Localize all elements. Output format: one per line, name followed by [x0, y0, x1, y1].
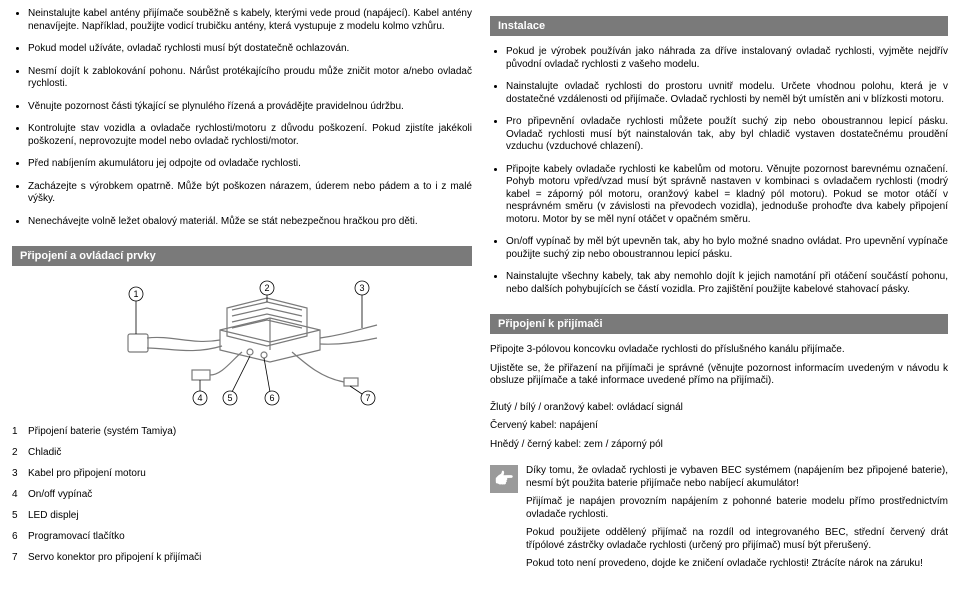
hand-point-icon	[490, 465, 518, 493]
section-header-install: Instalace	[490, 16, 948, 36]
svg-text:3: 3	[359, 283, 364, 293]
left-column: Neinstalujte kabel antény přijímače soub…	[12, 8, 472, 584]
safety-bullets: Neinstalujte kabel antény přijímače soub…	[12, 8, 472, 238]
esc-diagram: 1 2 3 4 5 6 7	[92, 280, 392, 410]
section-header-receiver: Připojení k přijímači	[490, 314, 948, 334]
legend-row: 5LED displej	[12, 510, 472, 521]
note-paragraph: Pokud toto není provedeno, dojde ke znič…	[526, 558, 948, 571]
install-bullets: Pokud je výrobek používán jako náhrada z…	[490, 46, 948, 306]
wire-legend: Žlutý / bílý / oranžový kabel: ovládací …	[490, 402, 948, 458]
bullet: Pro připevnění ovladače rychlosti můžete…	[506, 116, 948, 154]
legend-num: 2	[12, 447, 28, 458]
legend-row: 2Chladič	[12, 447, 472, 458]
legend-row: 7Servo konektor pro připojení k přijímač…	[12, 552, 472, 563]
note-paragraph: Přijímač je napájen provozním napájením …	[526, 496, 948, 521]
legend-label: Programovací tlačítko	[28, 531, 125, 542]
bullet: Pokud je výrobek používán jako náhrada z…	[506, 46, 948, 71]
legend-row: 3Kabel pro připojení motoru	[12, 468, 472, 479]
bullet: Před nabíjením akumulátoru jej odpojte o…	[28, 158, 472, 171]
bullet: Věnujte pozornost části týkající se plyn…	[28, 101, 472, 114]
bullet: On/off vypínač by měl být upevněn tak, a…	[506, 236, 948, 261]
bullet: Nainstalujte ovladač rychlosti do prosto…	[506, 81, 948, 106]
legend-label: Kabel pro připojení motoru	[28, 468, 146, 479]
legend-num: 6	[12, 531, 28, 542]
wire-row: Hnědý / černý kabel: zem / záporný pól	[490, 439, 948, 452]
svg-text:7: 7	[365, 393, 370, 403]
svg-text:5: 5	[227, 393, 232, 403]
legend-label: Servo konektor pro připojení k přijímači	[28, 552, 201, 563]
note-block: Díky tomu, že ovladač rychlosti je vybav…	[490, 465, 948, 577]
legend-num: 4	[12, 489, 28, 500]
legend-label: Chladič	[28, 447, 61, 458]
note-text: Díky tomu, že ovladač rychlosti je vybav…	[526, 465, 948, 577]
legend-row: 1Připojení baterie (systém Tamiya)	[12, 426, 472, 437]
right-column: Instalace Pokud je výrobek používán jako…	[490, 8, 948, 584]
diagram-legend: 1Připojení baterie (systém Tamiya) 2Chla…	[12, 426, 472, 573]
bullet: Nainstalujte všechny kabely, tak aby nem…	[506, 271, 948, 296]
receiver-text: Připojte 3-pólovou koncovku ovladače ryc…	[490, 344, 948, 357]
bullet: Pokud model užíváte, ovladač rychlosti m…	[28, 43, 472, 56]
section-header-connections: Připojení a ovládací prvky	[12, 246, 472, 266]
legend-num: 1	[12, 426, 28, 437]
legend-num: 7	[12, 552, 28, 563]
note-paragraph: Díky tomu, že ovladač rychlosti je vybav…	[526, 465, 948, 490]
bullet: Nesmí dojít k zablokování pohonu. Nárůst…	[28, 66, 472, 91]
receiver-text: Ujistěte se, že přiřazení na přijímači j…	[490, 363, 948, 388]
wire-row: Žlutý / bílý / oranžový kabel: ovládací …	[490, 402, 948, 415]
bullet: Nenechávejte volně ležet obalový materiá…	[28, 216, 472, 229]
legend-num: 5	[12, 510, 28, 521]
legend-row: 6Programovací tlačítko	[12, 531, 472, 542]
diagram-container: 1 2 3 4 5 6 7	[12, 280, 472, 410]
svg-text:1: 1	[133, 289, 138, 299]
legend-num: 3	[12, 468, 28, 479]
svg-text:2: 2	[264, 283, 269, 293]
note-paragraph: Pokud použijete oddělený přijímač na roz…	[526, 527, 948, 552]
svg-text:4: 4	[197, 393, 202, 403]
legend-label: On/off vypínač	[28, 489, 92, 500]
bullet: Neinstalujte kabel antény přijímače soub…	[28, 8, 472, 33]
wire-row: Červený kabel: napájení	[490, 420, 948, 433]
svg-text:6: 6	[269, 393, 274, 403]
bullet: Připojte kabely ovladače rychlosti ke ka…	[506, 164, 948, 227]
legend-row: 4On/off vypínač	[12, 489, 472, 500]
bullet: Kontrolujte stav vozidla a ovladače rych…	[28, 123, 472, 148]
legend-label: Připojení baterie (systém Tamiya)	[28, 426, 176, 437]
legend-label: LED displej	[28, 510, 79, 521]
bullet: Zacházejte s výrobkem opatrně. Může být …	[28, 181, 472, 206]
